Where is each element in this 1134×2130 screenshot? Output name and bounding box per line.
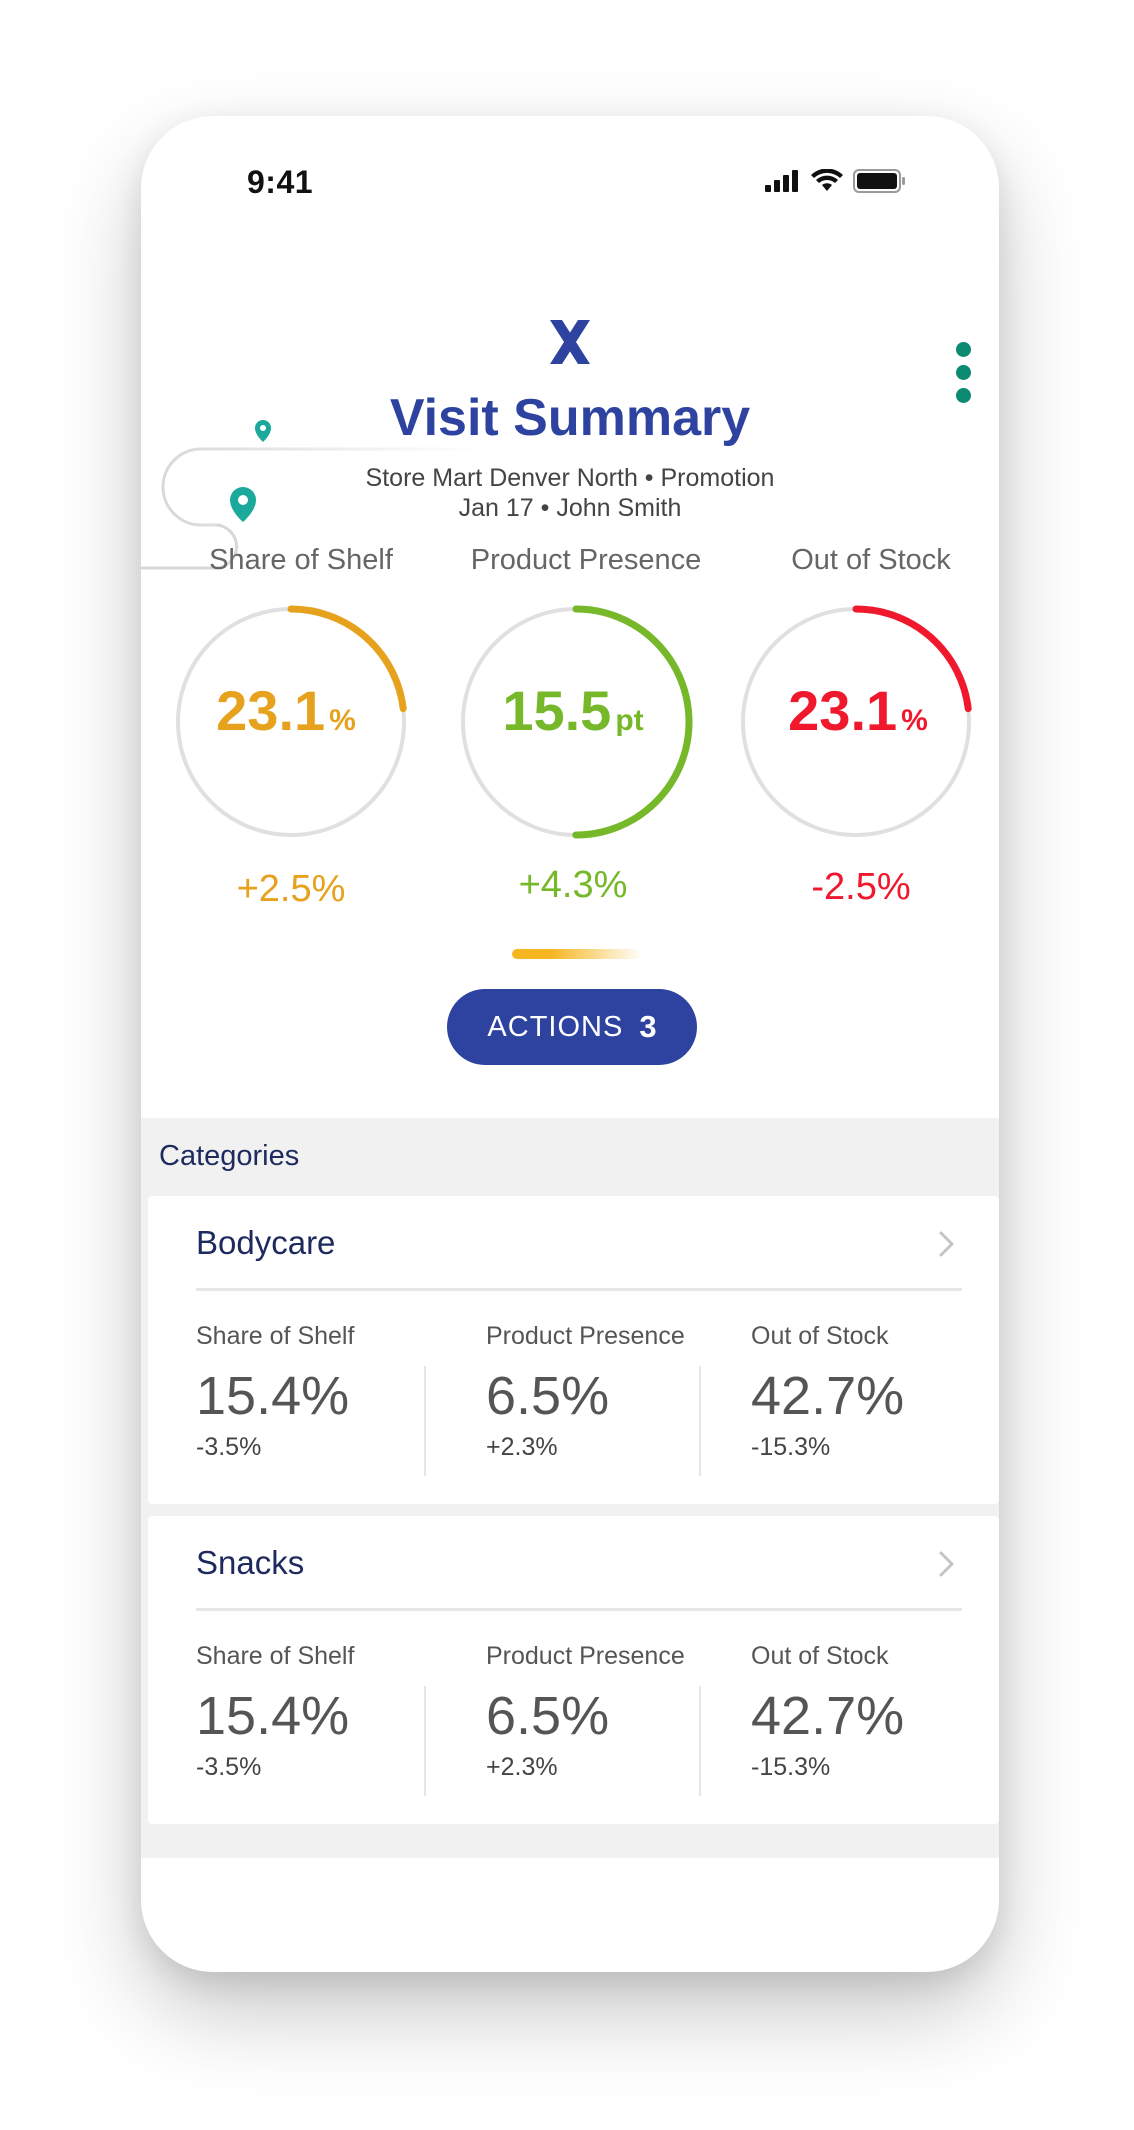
menu-dot bbox=[955, 365, 971, 380]
kpi-number: 15.5 bbox=[502, 679, 612, 742]
metric-delta: -15.3% bbox=[751, 1753, 831, 1781]
category-title: Snacks bbox=[196, 1544, 305, 1581]
signal-icon bbox=[765, 170, 798, 192]
visit-date-user: Jan 17 • John Smith bbox=[458, 494, 682, 522]
categories-header: Categories bbox=[159, 1140, 300, 1172]
metric-divider bbox=[424, 1686, 426, 1796]
metric-label: Share of Shelf bbox=[196, 1322, 355, 1350]
status-icons bbox=[765, 169, 907, 193]
metric-out-of-stock: Out of Stock 42.7% -15.3% bbox=[751, 1642, 904, 1782]
category-title: Bodycare bbox=[196, 1224, 336, 1261]
metric-value: 15.4% bbox=[196, 1366, 350, 1426]
kpi-ring-progress bbox=[459, 605, 693, 839]
metric-share-of-shelf: Share of Shelf 15.4% -3.5% bbox=[196, 1642, 354, 1782]
metric-divider bbox=[699, 1366, 701, 1476]
kpi-number: 23.1 bbox=[216, 679, 326, 742]
metric-value: 6.5% bbox=[486, 1366, 610, 1426]
wifi-icon bbox=[811, 169, 843, 191]
metric-out-of-stock: Out of Stock 42.7% -15.3% bbox=[751, 1322, 904, 1462]
metric-delta: +2.3% bbox=[486, 1753, 558, 1781]
kpi-value-product-presence: 15.5 pt bbox=[453, 678, 693, 743]
card-divider bbox=[196, 1288, 962, 1291]
kpi-ring-out-of-stock[interactable] bbox=[736, 602, 976, 842]
metric-label: Out of Stock bbox=[751, 1322, 889, 1350]
actions-count: 3 bbox=[639, 1009, 657, 1044]
metric-label: Product Presence bbox=[486, 1642, 685, 1670]
map-pin-icon bbox=[255, 420, 271, 442]
metric-divider bbox=[699, 1686, 701, 1796]
menu-dot bbox=[955, 388, 971, 403]
kpi-delta-share-of-shelf: +2.5% bbox=[236, 868, 346, 910]
kpi-delta-product-presence: +4.3% bbox=[518, 864, 628, 906]
category-card-snacks[interactable]: Snacks Share of Shelf 15.4% -3.5% Produc… bbox=[148, 1516, 999, 1824]
kpi-label-out-of-stock: Out of Stock bbox=[791, 544, 951, 576]
metric-product-presence: Product Presence 6.5% +2.3% bbox=[486, 1322, 685, 1462]
logo-x-icon bbox=[550, 320, 590, 364]
kpi-unit: % bbox=[901, 704, 928, 737]
route-decoration bbox=[141, 420, 481, 570]
visit-store-info: Store Mart Denver North • Promotion bbox=[365, 464, 775, 492]
kpi-value-share-of-shelf: 23.1% bbox=[166, 678, 406, 743]
map-pin-icon bbox=[230, 487, 256, 522]
kpi-number: 23.1 bbox=[788, 679, 898, 742]
menu-dot bbox=[955, 342, 971, 357]
kpi-label-product-presence: Product Presence bbox=[470, 544, 702, 576]
metric-delta: -3.5% bbox=[196, 1433, 262, 1461]
kpi-ring-share-of-shelf[interactable] bbox=[171, 602, 411, 842]
chevron-right-icon bbox=[939, 1231, 954, 1257]
metric-value: 42.7% bbox=[751, 1686, 905, 1746]
app-logo bbox=[141, 318, 999, 371]
metric-label: Product Presence bbox=[486, 1322, 685, 1350]
kpi-ring-progress bbox=[174, 605, 408, 839]
actions-label: ACTIONS bbox=[487, 1010, 624, 1043]
card-divider bbox=[196, 1608, 962, 1611]
chevron-right-icon bbox=[939, 1551, 954, 1577]
category-card-bodycare[interactable]: Bodycare Share of Shelf 15.4% -3.5% Prod… bbox=[148, 1196, 999, 1504]
kpi-unit: % bbox=[329, 704, 356, 737]
metric-value: 6.5% bbox=[486, 1686, 610, 1746]
kpi-ring-progress bbox=[739, 605, 973, 839]
phone-screen: 9:41 bbox=[141, 116, 999, 1972]
battery-icon bbox=[853, 169, 905, 193]
kpi-delta-out-of-stock: -2.5% bbox=[811, 866, 911, 908]
actions-button[interactable]: ACTIONS 3 bbox=[447, 989, 697, 1065]
status-time: 9:41 bbox=[247, 164, 314, 200]
kpi-ring-product-presence[interactable] bbox=[456, 602, 696, 842]
metric-share-of-shelf: Share of Shelf 15.4% -3.5% bbox=[196, 1322, 354, 1462]
carousel-indicator bbox=[512, 949, 642, 959]
metric-product-presence: Product Presence 6.5% +2.3% bbox=[486, 1642, 685, 1782]
kpi-label-share-of-shelf: Share of Shelf bbox=[209, 544, 393, 576]
metric-divider bbox=[424, 1366, 426, 1476]
metric-value: 15.4% bbox=[196, 1686, 350, 1746]
metric-value: 42.7% bbox=[751, 1366, 905, 1426]
kpi-value-out-of-stock: 23.1% bbox=[738, 678, 978, 743]
metric-label: Share of Shelf bbox=[196, 1642, 355, 1670]
kpi-unit: pt bbox=[615, 704, 644, 737]
more-vertical-icon[interactable] bbox=[951, 342, 975, 403]
page-title: Visit Summary bbox=[389, 389, 751, 447]
metric-delta: -15.3% bbox=[751, 1433, 831, 1461]
metric-delta: -3.5% bbox=[196, 1753, 262, 1781]
metric-label: Out of Stock bbox=[751, 1642, 889, 1670]
metric-delta: +2.3% bbox=[486, 1433, 558, 1461]
